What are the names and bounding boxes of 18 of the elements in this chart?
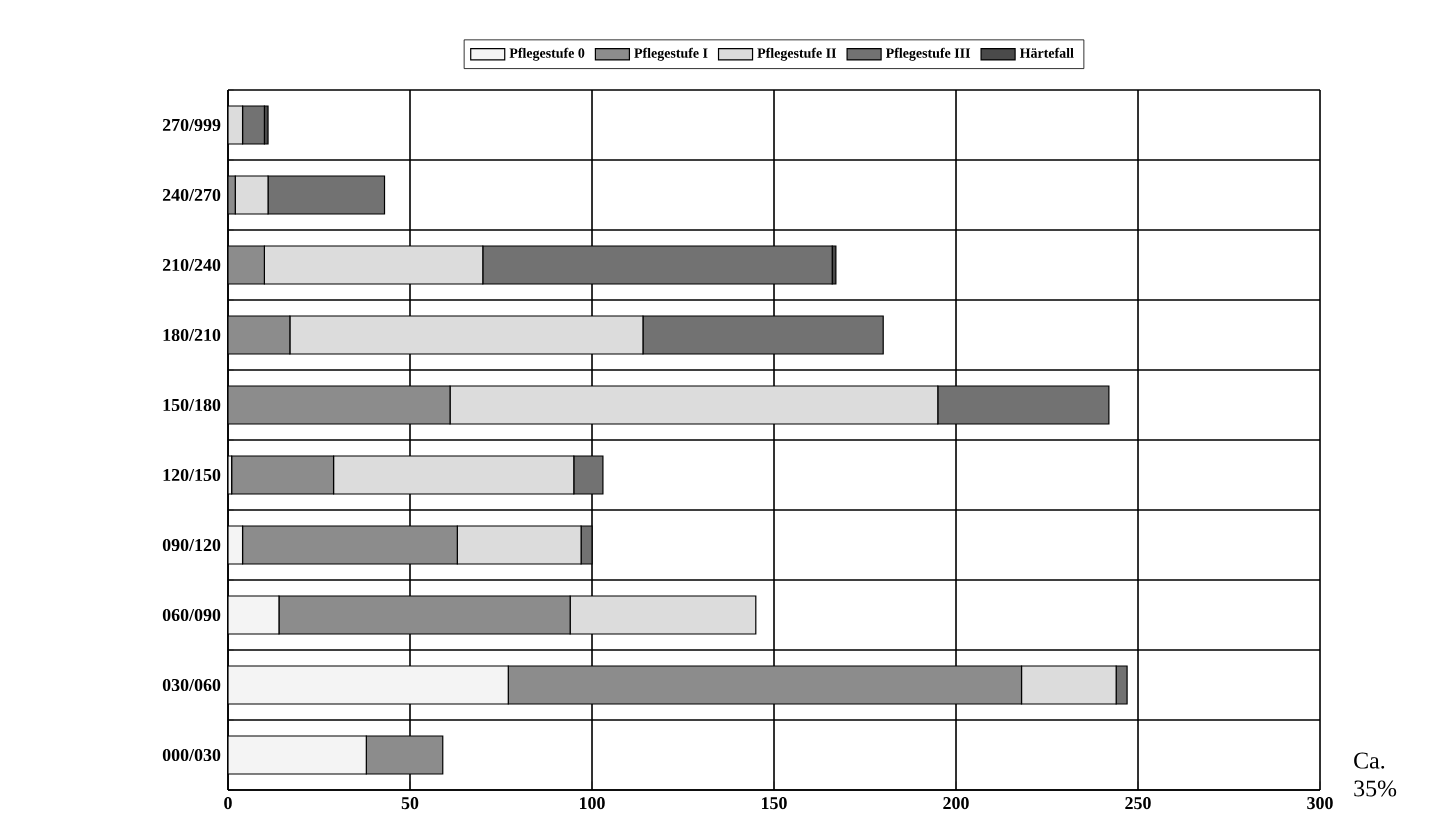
x-tick-label: 300 <box>1307 797 1333 810</box>
y-tick-label: 030/060 <box>162 678 221 692</box>
y-tick-label: 090/120 <box>162 538 221 552</box>
y-tick-label: 150/180 <box>163 398 221 412</box>
x-tick-label: 150 <box>761 797 787 810</box>
y-tick-label: 180/210 <box>163 328 221 342</box>
y-tick-label: 240/270 <box>162 188 221 202</box>
x-tick-label: 250 <box>1125 797 1151 810</box>
x-tick-label: 50 <box>401 797 419 810</box>
y-tick-label: 270/999 <box>162 118 221 132</box>
x-tick-label: 200 <box>943 797 969 810</box>
text: Ca. 35% <box>1354 752 1397 797</box>
y-tick-label: 060/090 <box>162 608 221 622</box>
x-tick-label: 100 <box>579 797 605 810</box>
y-tick-label: 000/030 <box>162 748 221 762</box>
y-tick-label: 210/240 <box>162 258 221 272</box>
y-tick-label: 120/150 <box>163 468 221 482</box>
x-tick-label: 0 <box>224 797 232 810</box>
